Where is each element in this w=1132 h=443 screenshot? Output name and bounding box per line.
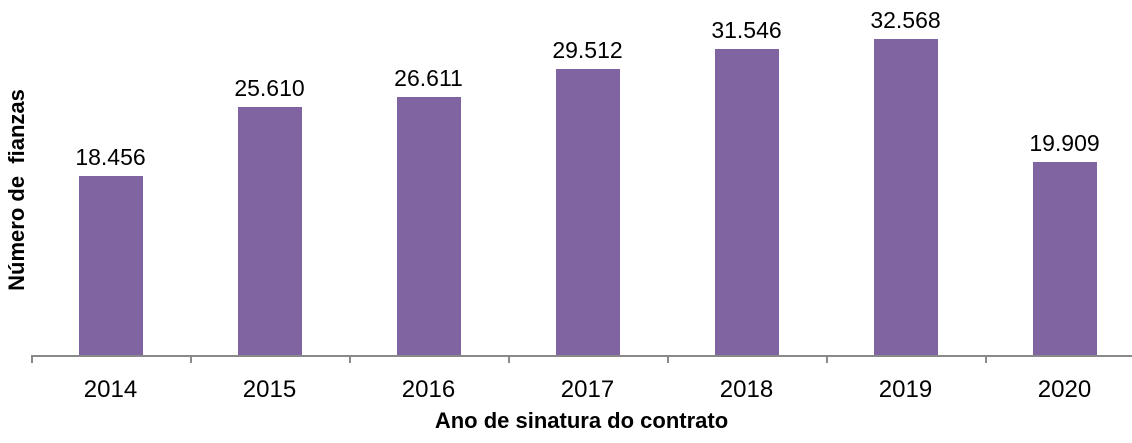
bar-value-label-2017: 29.512: [552, 36, 623, 63]
bar-value-label-2014: 18.456: [75, 143, 146, 170]
bar-group-2017: 29.512 2017: [508, 0, 667, 403]
bar-group-2020: 19.909 2020: [985, 0, 1132, 403]
bar-2014: [78, 176, 143, 355]
bar-2018: [714, 49, 779, 355]
x-tick-label-2015: 2015: [242, 376, 297, 403]
x-axis-line: [31, 355, 1132, 357]
bar-2016: [396, 97, 461, 355]
bar-group-2016: 26.611 2016: [349, 0, 508, 403]
bar-value-label-2018: 31.546: [711, 16, 782, 43]
bar-value-label-2016: 26.611: [394, 64, 463, 91]
x-axis-tick: [667, 356, 669, 363]
bar-group-2015: 25.610 2015: [190, 0, 349, 403]
x-tick-label-2017: 2017: [560, 376, 615, 403]
x-axis-tick: [190, 356, 192, 363]
x-tick-label-2020: 2020: [1037, 376, 1092, 403]
bar-value-label-2020: 19.909: [1029, 129, 1100, 156]
bar-2015: [237, 107, 302, 355]
plot-area: 18.456 2014 25.610 2015 26.611 2016 29.512 2017…: [31, 0, 1132, 403]
x-tick-label-2014: 2014: [83, 376, 138, 403]
x-tick-label-2018: 2018: [719, 376, 774, 403]
x-axis-title: Ano de sinatura do contrato: [434, 408, 729, 433]
bar-2017: [555, 69, 620, 355]
x-axis-tick: [826, 356, 828, 363]
bar-group-2019: 32.568 2019: [826, 0, 985, 403]
x-axis-tick: [508, 356, 510, 363]
x-axis-tick: [349, 356, 351, 363]
y-axis-title: Número de fianzas: [4, 89, 29, 291]
bar-2020: [1032, 162, 1097, 355]
x-axis-tick: [31, 356, 33, 363]
x-tick-label-2019: 2019: [878, 376, 933, 403]
bar-group-2014: 18.456 2014: [31, 0, 190, 403]
x-tick-label-2016: 2016: [401, 376, 456, 403]
bar-value-label-2019: 32.568: [870, 6, 941, 33]
bar-2019: [873, 39, 938, 355]
bar-value-label-2015: 25.610: [234, 74, 305, 101]
bar-group-2018: 31.546 2018: [667, 0, 826, 403]
x-axis-tick: [985, 356, 987, 363]
